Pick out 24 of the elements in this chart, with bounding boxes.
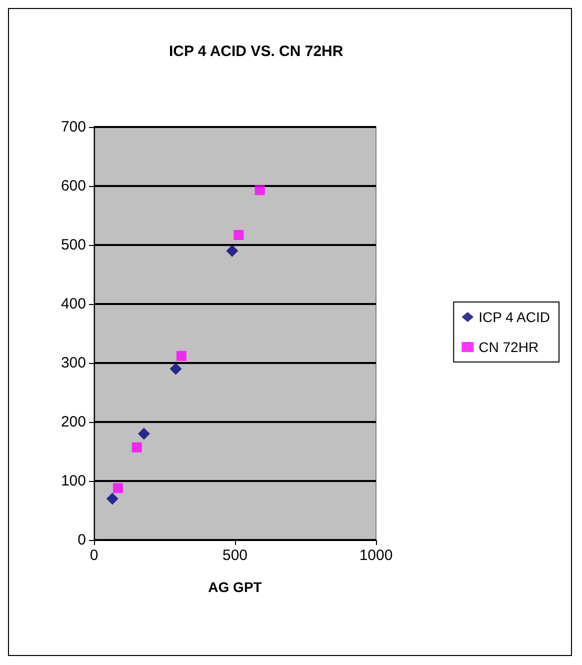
point [112,483,123,494]
point [138,428,150,440]
point [170,362,182,375]
legend-label: CN 72HR [478,339,539,355]
legend-label: ICP 4 ACID [478,309,550,325]
y-tick-label: 100 [60,472,86,490]
point [106,492,118,505]
x-tick-label: 0 [90,547,98,564]
y-tick-label: 700 [60,118,86,136]
x-tick-label: 500 [222,547,248,564]
y-tick-label: 500 [60,236,86,254]
chart-title: ICP 4 ACID VS. CN 72HR [169,43,344,60]
y-tick-label: 300 [60,354,86,372]
y-tick-label: 0 [78,532,86,548]
x-tick-label: 1000 [359,547,393,564]
point [254,185,265,196]
y-tick-label: 400 [60,296,86,312]
point [234,230,244,240]
y-tick-label: 600 [60,178,86,194]
point [176,350,186,361]
x-axis-title: AG GPT [208,579,262,595]
y-tick-label: 200 [60,414,86,430]
point [226,244,238,257]
point [132,442,142,452]
